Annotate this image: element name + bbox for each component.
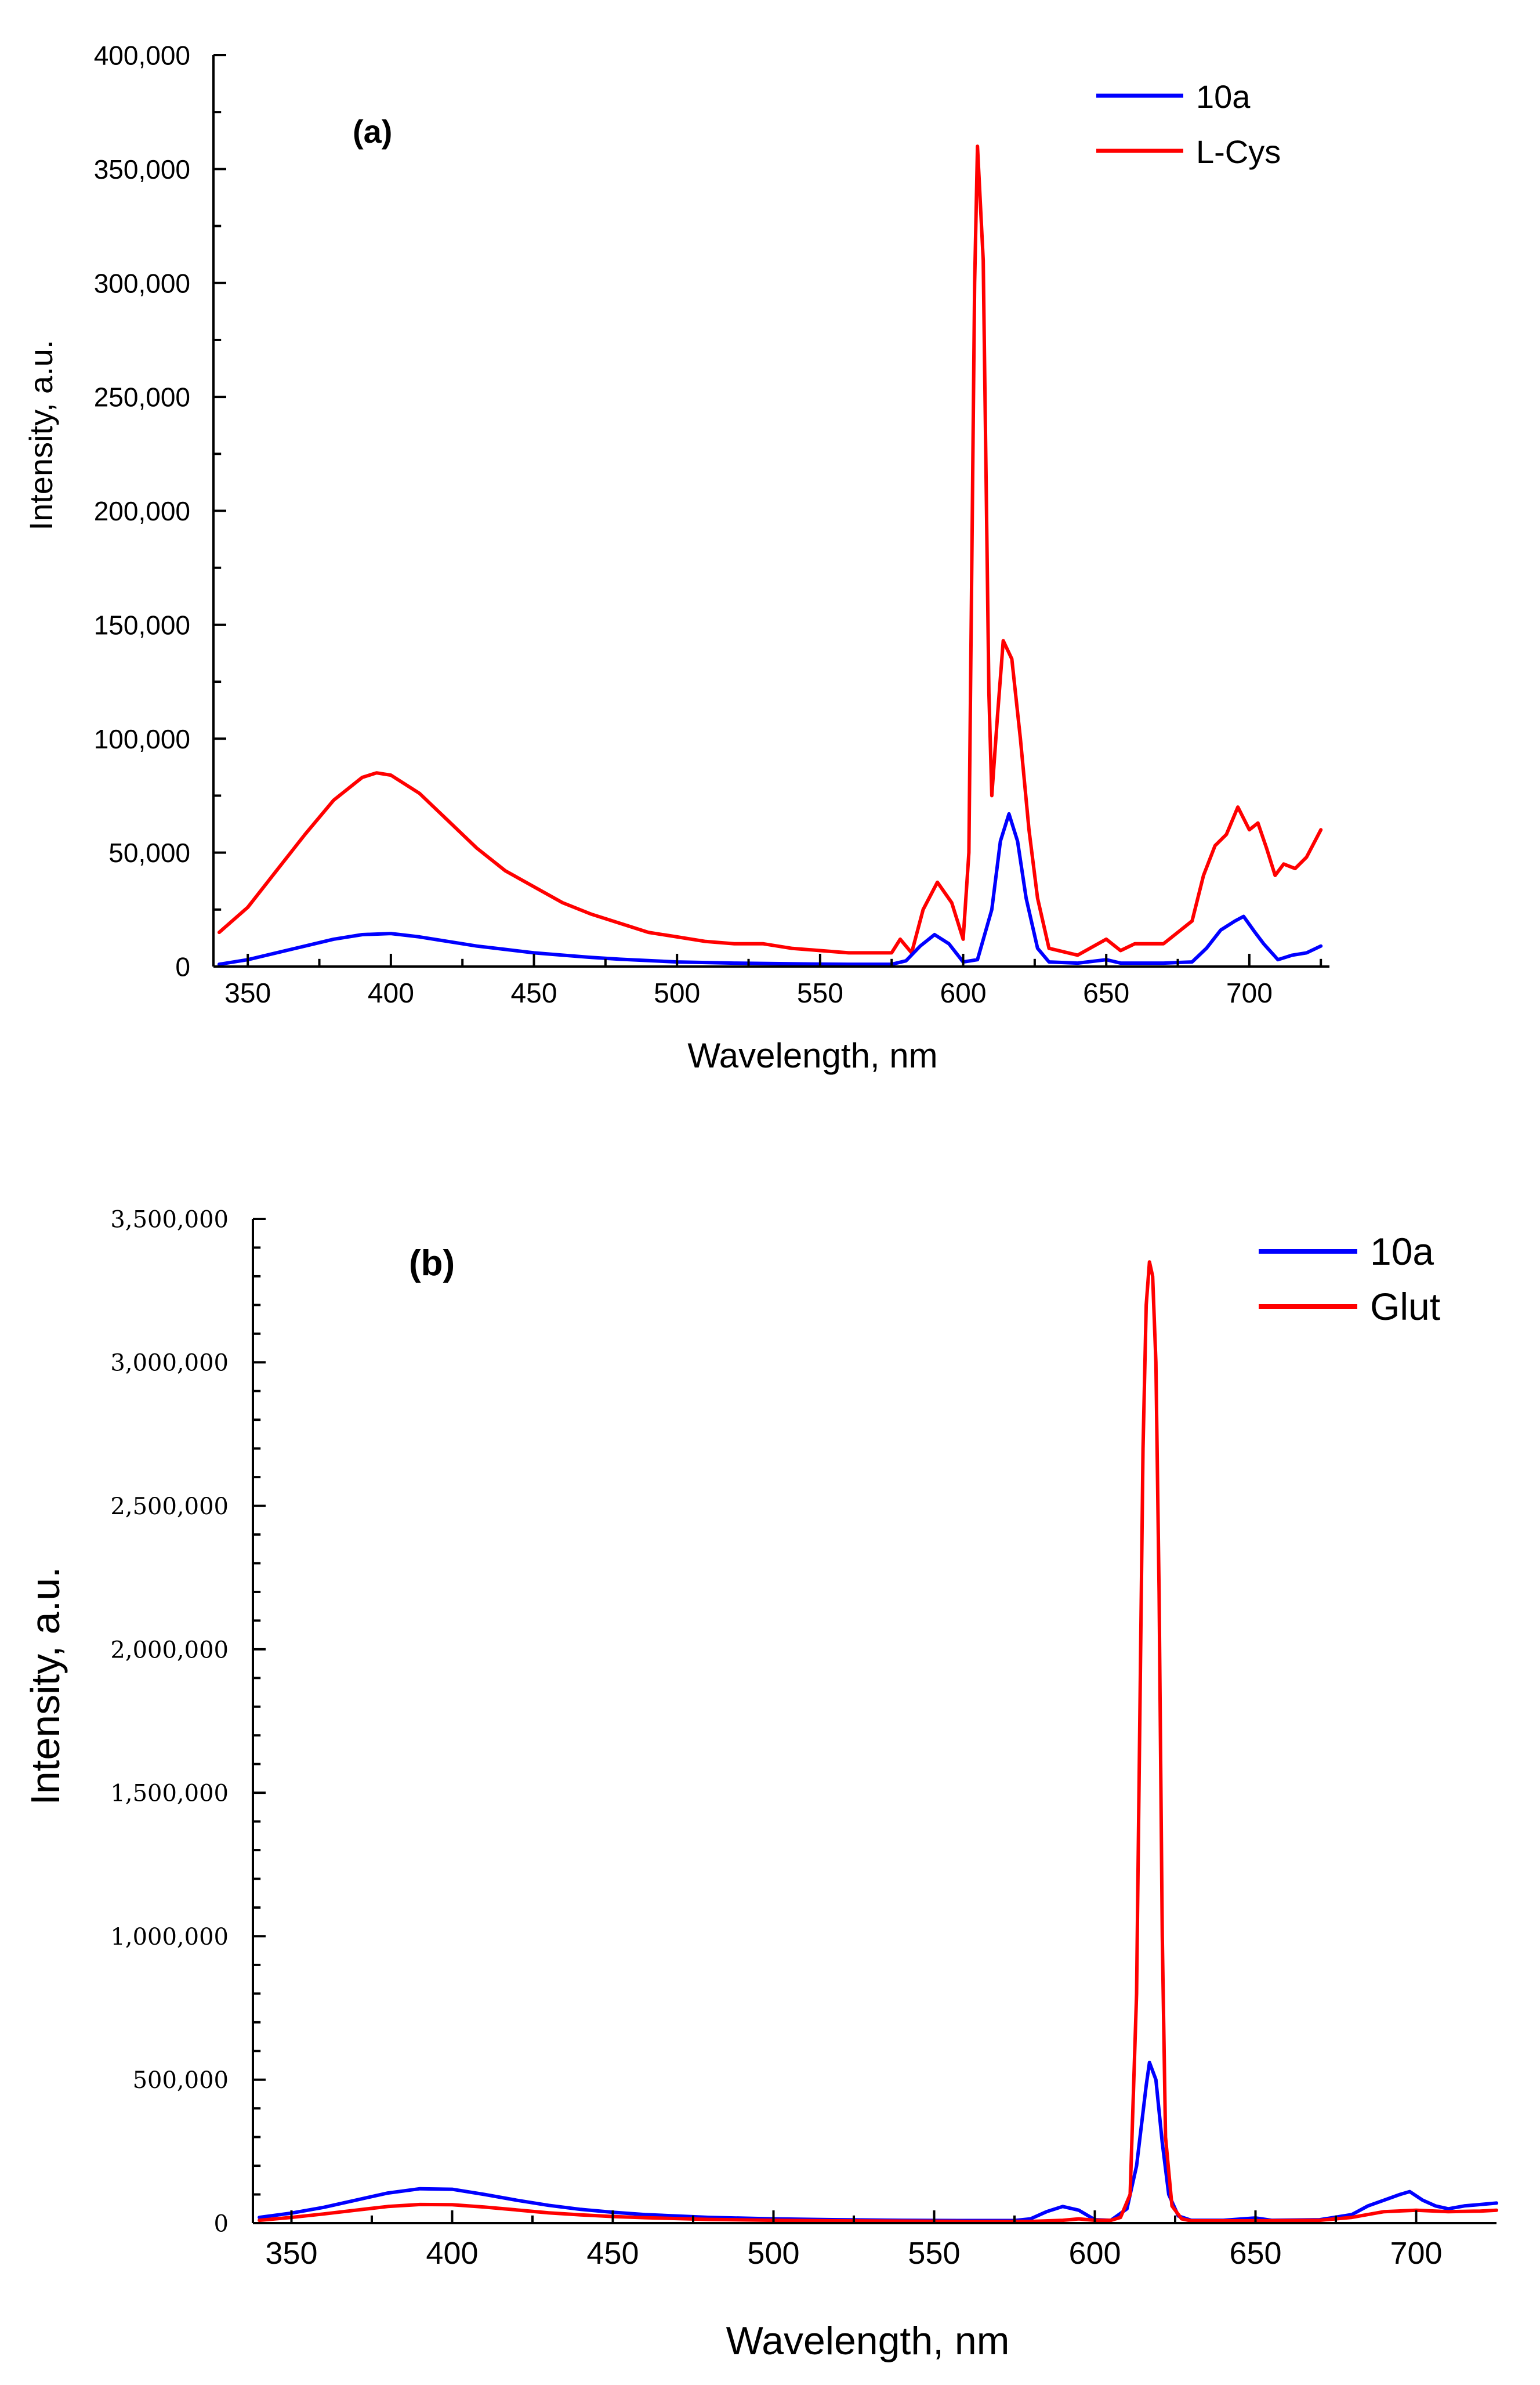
panel-a-series-line-l-cys (217, 144, 1323, 957)
panel-a-x-axis-title: Wavelength, nm (687, 1036, 937, 1075)
legend-b-label-glut: Glut (1370, 1285, 1440, 1328)
panel-b-y-axis-title: Intensity, a.u. (23, 1566, 68, 1805)
panel-b-series-line-10a (258, 2061, 1498, 2223)
y-tick-label: 100,000 (94, 724, 190, 754)
panel-b: (b) 0 500,000 1,000,000 1,500,000 2,000,000 2… (23, 1206, 1498, 2363)
y-tick-label: 350,000 (94, 154, 190, 184)
legend-b-label-10a: 10a (1370, 1230, 1434, 1273)
y-tick-label: 150,000 (94, 610, 190, 640)
panel-a-legend: 10a L-Cys (1096, 78, 1281, 170)
panel-a-series-line-10a (217, 812, 1323, 967)
panel-a-y-axis-title: Intensity, a.u. (23, 340, 59, 531)
y-tick-label: 250,000 (94, 382, 190, 412)
y-tick-label: 1,500,000 (110, 1780, 229, 1807)
panel-a-label: (a) (353, 113, 392, 150)
x-tick-label: 500 (747, 2236, 799, 2271)
x-tick-label: 450 (586, 2236, 639, 2271)
panel-b-series-line-glut (258, 1260, 1498, 2223)
x-tick-label: 650 (1229, 2236, 1281, 2271)
panel-b-label: (b) (409, 1243, 455, 1283)
panel-a-axes (212, 55, 1329, 968)
y-tick-label: 300,000 (94, 268, 190, 298)
panel-a-y-ticks: 0 50,000 100,000 150,000 200,000 250,000 300,0… (94, 41, 226, 982)
x-tick-label: 650 (1083, 978, 1129, 1009)
panel-a: (a) 0 50,000 100,000 150,000 200,000 250,000 3… (23, 41, 1329, 1075)
x-tick-label: 700 (1226, 978, 1273, 1009)
y-tick-label: 400,000 (94, 41, 190, 71)
x-tick-label: 400 (426, 2236, 478, 2271)
y-tick-label: 0 (214, 2210, 229, 2237)
y-tick-label: 3,000,000 (110, 1350, 229, 1377)
legend-a-label-lcys: L-Cys (1196, 133, 1281, 170)
panel-b-y-ticks: 0 500,000 1,000,000 1,500,000 2,000,000 2,500… (110, 1206, 266, 2237)
x-tick-label: 700 (1390, 2236, 1442, 2271)
y-tick-label: 2,000,000 (110, 1637, 229, 1663)
x-tick-label: 550 (908, 2236, 960, 2271)
x-tick-label: 350 (265, 2236, 317, 2271)
panel-b-x-axis-title: Wavelength, nm (726, 2319, 1010, 2363)
panel-b-axes (252, 1219, 1496, 2224)
x-tick-label: 600 (1068, 2236, 1121, 2271)
y-tick-label: 1,000,000 (110, 1924, 229, 1950)
x-tick-label: 400 (368, 978, 414, 1009)
x-tick-label: 500 (654, 978, 700, 1009)
x-tick-label: 350 (224, 978, 271, 1009)
x-tick-label: 600 (940, 978, 986, 1009)
panel-a-series (217, 144, 1323, 967)
x-tick-label: 450 (510, 978, 557, 1009)
y-tick-label: 50,000 (108, 838, 190, 868)
y-tick-label: 0 (175, 952, 190, 982)
panel-b-series (258, 1260, 1498, 2223)
panel-b-legend: 10a Glut (1259, 1230, 1440, 1328)
y-tick-label: 500,000 (133, 2067, 229, 2094)
panel-a-x-ticks: 350 400 450 500 550 600 650 700 (224, 954, 1322, 1009)
y-tick-label: 3,500,000 (110, 1206, 229, 1233)
y-tick-label: 200,000 (94, 496, 190, 526)
panel-b-x-ticks: 350 400 450 500 550 600 650 700 (265, 2210, 1443, 2271)
legend-a-label-10a: 10a (1196, 78, 1251, 115)
x-tick-label: 550 (797, 978, 843, 1009)
y-tick-label: 2,500,000 (110, 1493, 229, 1520)
